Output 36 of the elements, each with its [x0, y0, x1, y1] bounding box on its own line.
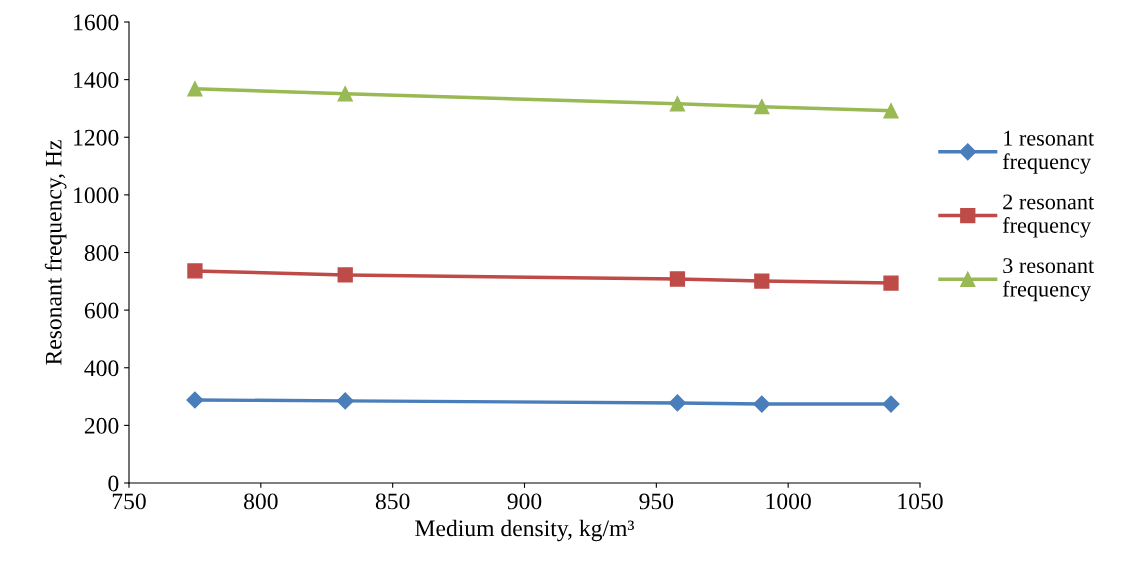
legend-label: 2 resonant frequency	[1002, 194, 1095, 238]
legend-label: 3 resonant frequency	[1002, 258, 1095, 302]
y-tick-label: 400	[84, 360, 119, 377]
x-tick-label: 1050	[898, 493, 943, 510]
y-tick-label: 600	[84, 302, 119, 319]
point	[337, 86, 353, 102]
point	[883, 275, 899, 291]
point	[753, 395, 771, 413]
x-axis-title: Medium density, kg/m³	[415, 519, 635, 542]
y-tick-label: 1400	[74, 72, 119, 89]
point	[754, 99, 770, 115]
y-tick-label: 1200	[74, 129, 119, 146]
x-tick-label: 950	[639, 493, 674, 510]
point	[186, 391, 204, 409]
point	[882, 395, 900, 413]
y-tick-label: 0	[108, 475, 119, 492]
y-tick-label: 1000	[74, 187, 119, 204]
point	[669, 271, 686, 287]
y-tick-label: 200	[84, 417, 119, 434]
point	[668, 394, 686, 412]
point	[187, 263, 203, 279]
point	[336, 392, 354, 410]
legend-label: 1 resonant frequency	[1002, 130, 1095, 174]
point	[187, 81, 203, 97]
x-tick-label: 900	[507, 493, 542, 510]
x-tick-label: 750	[112, 493, 146, 510]
y-axis-title: Resonant frequency, Hz	[44, 140, 67, 365]
x-tick-label: 1000	[766, 493, 811, 510]
point	[337, 267, 353, 283]
y-tick-label: 800	[84, 244, 119, 261]
point	[883, 103, 899, 119]
x-tick-label: 800	[244, 493, 278, 510]
point	[669, 96, 686, 112]
y-tick-label: 1600	[74, 14, 119, 31]
point	[754, 273, 770, 289]
x-tick-label: 850	[375, 493, 410, 510]
